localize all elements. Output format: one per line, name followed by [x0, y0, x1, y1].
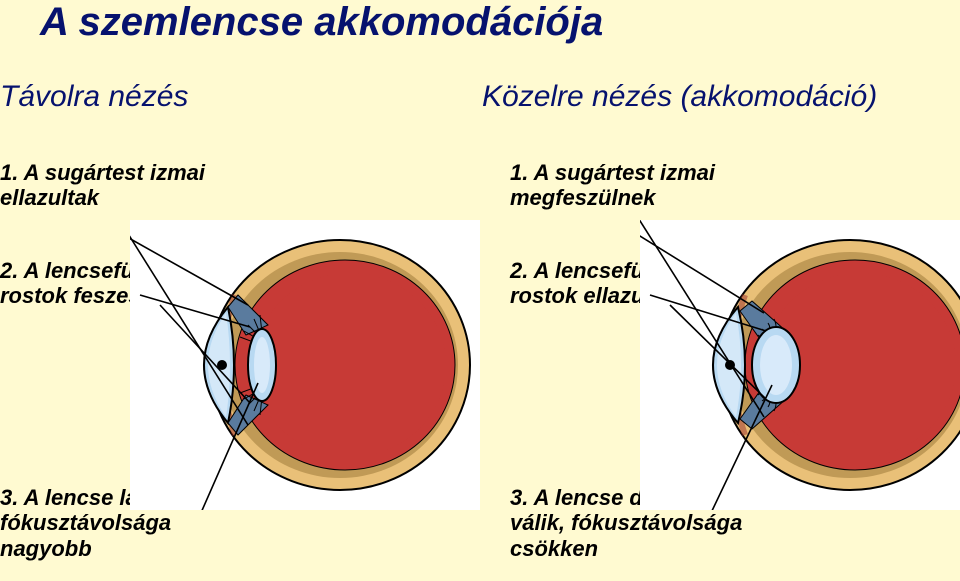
right-label-1: 1. A sugártest izmaimegfeszülnek: [510, 160, 715, 211]
left-subtitle: Távolra nézés: [0, 80, 188, 114]
left-label-1: 1. A sugártest izmaiellazultak: [0, 160, 205, 211]
right-eye-figure: [640, 220, 960, 510]
left-eye-figure: [130, 220, 480, 510]
page-title: A szemlencse akkomodációja: [40, 0, 603, 45]
right-subtitle: Közelre nézés (akkomodáció): [482, 80, 877, 114]
